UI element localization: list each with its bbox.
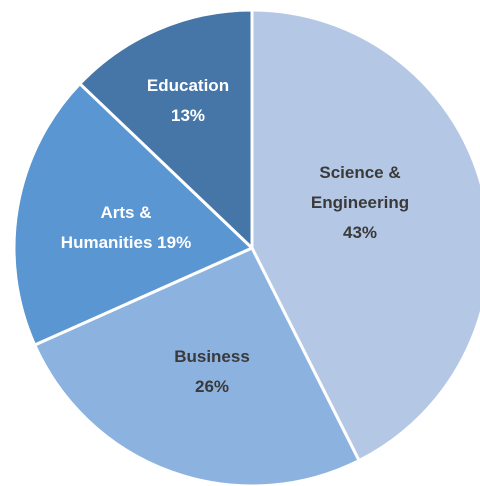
pie-slice <box>12 82 254 347</box>
category-name: Education <box>146 76 230 95</box>
slice-label: Arts & Humanities 19% <box>56 198 196 258</box>
pie-slice <box>78 8 254 250</box>
category-name: Arts & Humanities <box>60 203 153 252</box>
category-name: Science & Engineering <box>310 163 410 212</box>
value-label: 13% <box>170 106 206 125</box>
slice-label: Education 13% <box>128 71 248 131</box>
value-label: 26% <box>194 377 230 396</box>
category-name: Business <box>174 347 250 366</box>
pie-slice <box>250 8 480 463</box>
value-label: 43% <box>342 223 378 242</box>
slice-label: Science & Engineering 43% <box>300 158 420 248</box>
pie-slice <box>33 246 361 486</box>
slice-label: Business 26% <box>152 342 272 402</box>
value-label: 19% <box>157 233 192 252</box>
